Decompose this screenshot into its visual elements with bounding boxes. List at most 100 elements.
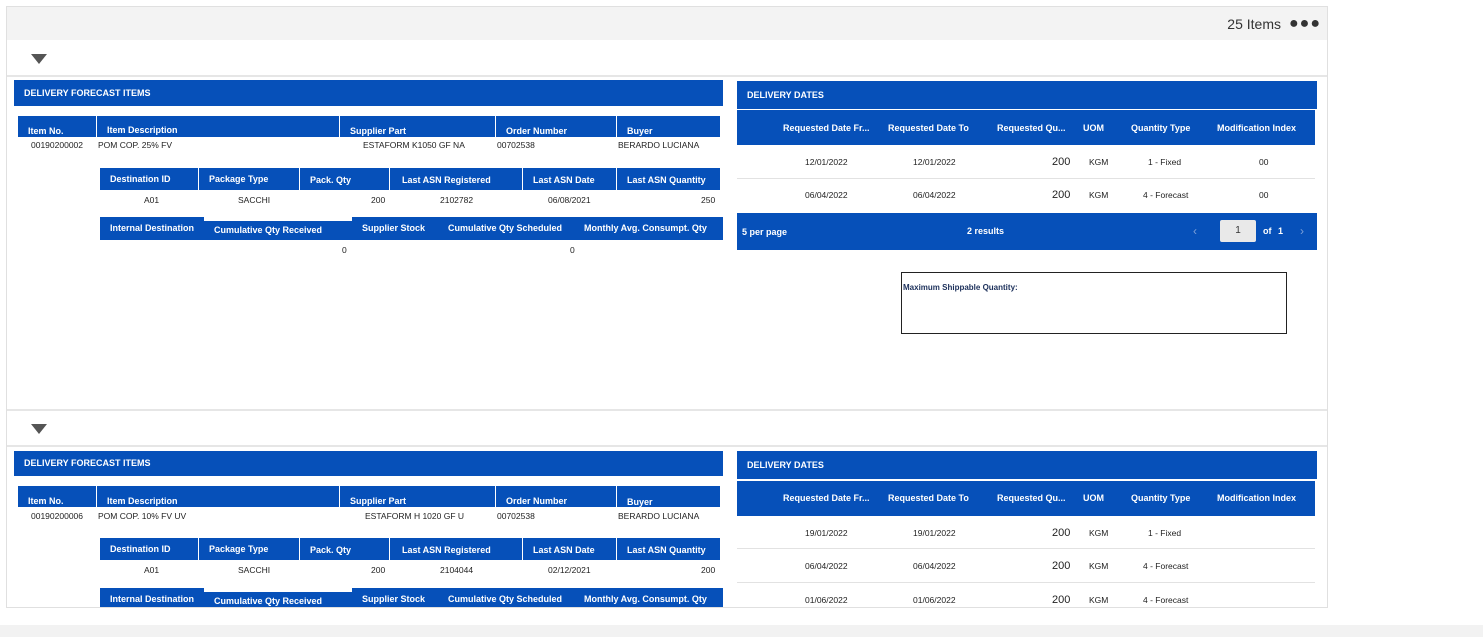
pack-qty-value: 200 — [371, 565, 386, 575]
item-description-value: POM COP. 25% FV — [98, 140, 173, 150]
package-type-value: SACCHI — [238, 195, 271, 205]
last-asn-quantity-value: 250 — [701, 195, 716, 205]
pagination-bar: 5 per page 2 results ‹ 1 of 1 › — [737, 213, 1317, 250]
col-modification-index[interactable]: Modification Index — [1217, 123, 1297, 133]
item-no-value: 00190200002 — [31, 140, 84, 150]
col-modification-index[interactable]: Modification Index — [1217, 493, 1297, 503]
col-requested-date-to[interactable]: Requested Date To — [888, 123, 969, 133]
col-cumulative-qty-received: Cumulative Qty Received — [204, 221, 352, 240]
date-to-cell: 06/04/2022 — [913, 561, 956, 571]
col-supplier-stock: Supplier Stock — [352, 588, 445, 607]
destination-id-value: A01 — [144, 565, 160, 575]
quantity-type-cell: 4 - Forecast — [1143, 561, 1189, 571]
col-monthly-avg-consumpt-qty: Monthly Avg. Consumpt. Qty — [577, 217, 723, 240]
qty-cell: 200 — [1052, 156, 1071, 168]
date-from-cell: 01/06/2022 — [805, 595, 848, 605]
col-order-number: Order Number — [496, 486, 616, 507]
col-item-description: Item Description — [97, 116, 339, 137]
col-internal-destination: Internal Destination — [100, 217, 204, 240]
buyer-value: BERARDO LUCIANA — [618, 511, 700, 521]
page-total: 1 — [1278, 226, 1284, 236]
col-buyer: Buyer — [617, 116, 720, 137]
modification-index-cell: 00 — [1259, 157, 1269, 167]
uom-cell: KGM — [1089, 595, 1109, 605]
col-package-type: Package Type — [199, 538, 299, 560]
col-last-asn-quantity: Last ASN Quantity — [617, 538, 720, 560]
item-no-value: 00190200006 — [31, 511, 84, 521]
bottom-scroll-area — [0, 625, 1483, 637]
quantity-type-cell: 1 - Fixed — [1148, 528, 1182, 538]
chevron-right-icon[interactable]: › — [1300, 224, 1304, 238]
divider — [7, 75, 1327, 77]
date-from-cell: 19/01/2022 — [805, 528, 848, 538]
page-of-label: of — [1263, 226, 1272, 236]
col-requested-date-from[interactable]: Requested Date Fr... — [783, 493, 870, 503]
last-asn-date-value: 06/08/2021 — [548, 195, 591, 205]
date-from-cell: 06/04/2022 — [805, 190, 848, 200]
col-order-number: Order Number — [496, 116, 616, 137]
cumulative-qty-scheduled-value: 0 — [570, 245, 575, 255]
forecast-title: DELIVERY FORECAST ITEMS — [14, 80, 723, 106]
col-quantity-type[interactable]: Quantity Type — [1131, 493, 1191, 503]
buyer-value: BERARDO LUCIANA — [618, 140, 700, 150]
order-number-value: 00702538 — [497, 511, 535, 521]
date-from-cell: 12/01/2022 — [805, 157, 848, 167]
col-internal-destination: Internal Destination — [100, 588, 204, 607]
col-supplier-part: Supplier Part — [340, 486, 495, 507]
qty-cell: 200 — [1052, 189, 1071, 201]
row-divider — [737, 582, 1315, 583]
col-uom[interactable]: UOM — [1083, 493, 1104, 503]
modification-index-cell: 00 — [1259, 190, 1269, 200]
last-asn-registered-value: 2104044 — [440, 565, 474, 575]
last-asn-quantity-value: 200 — [701, 565, 716, 575]
col-pack-qty: Pack. Qty — [300, 538, 389, 560]
date-from-cell: 06/04/2022 — [805, 561, 848, 571]
col-requested-date-to[interactable]: Requested Date To — [888, 493, 969, 503]
collapse-toggle-icon[interactable] — [31, 424, 47, 434]
col-cumulative-qty-received: Cumulative Qty Received — [204, 592, 352, 607]
results-count: 2 results — [967, 226, 1005, 236]
delivery-dates-title: DELIVERY DATES — [737, 81, 1317, 109]
max-shippable-box: Maximum Shippable Quantity: — [901, 272, 1287, 334]
col-item-no: Item No. — [18, 116, 96, 137]
uom-cell: KGM — [1089, 157, 1109, 167]
col-last-asn-date: Last ASN Date — [523, 538, 616, 560]
max-shippable-label: Maximum Shippable Quantity: — [903, 283, 1018, 292]
col-supplier-stock: Supplier Stock — [352, 217, 445, 240]
per-page-select[interactable]: 5 per page — [742, 227, 788, 237]
col-uom[interactable]: UOM — [1083, 123, 1104, 133]
page-number-input[interactable]: 1 — [1220, 220, 1256, 242]
items-count: 25 Items — [1227, 16, 1281, 32]
col-last-asn-quantity: Last ASN Quantity — [617, 168, 720, 190]
collapse-toggle-icon[interactable] — [31, 54, 47, 64]
qty-cell: 200 — [1052, 560, 1071, 572]
last-asn-registered-value: 2102782 — [440, 195, 474, 205]
qty-cell: 200 — [1052, 594, 1071, 606]
col-monthly-avg-consumpt-qty: Monthly Avg. Consumpt. Qty — [577, 588, 723, 607]
date-to-cell: 12/01/2022 — [913, 157, 956, 167]
col-quantity-type[interactable]: Quantity Type — [1131, 123, 1191, 133]
table-row[interactable]: 19/01/2022 19/01/2022 200 KGM 1 - Fixed — [737, 516, 1315, 549]
forecast-title: DELIVERY FORECAST ITEMS — [14, 451, 723, 476]
col-last-asn-registered: Last ASN Registered — [390, 168, 522, 190]
date-to-cell: 06/04/2022 — [913, 190, 956, 200]
divider — [7, 445, 1327, 447]
table-row[interactable]: 01/06/2022 01/06/2022 200 KGM 4 - Foreca… — [737, 583, 1315, 607]
col-buyer: Buyer — [617, 486, 720, 507]
divider — [7, 409, 1327, 411]
table-row[interactable]: 06/04/2022 06/04/2022 200 KGM 4 - Foreca… — [737, 179, 1315, 213]
col-requested-qty[interactable]: Requested Qu... — [997, 123, 1066, 133]
col-cumulative-qty-scheduled: Cumulative Qty Scheduled — [445, 217, 577, 240]
chevron-left-icon[interactable]: ‹ — [1193, 224, 1197, 238]
col-destination-id: Destination ID — [100, 168, 198, 190]
order-number-value: 00702538 — [497, 140, 535, 150]
col-requested-date-from[interactable]: Requested Date Fr... — [783, 123, 870, 133]
cumulative-qty-received-value: 0 — [342, 245, 347, 255]
col-requested-qty[interactable]: Requested Qu... — [997, 493, 1066, 503]
col-pack-qty: Pack. Qty — [300, 168, 389, 190]
table-row[interactable]: 06/04/2022 06/04/2022 200 KGM 4 - Foreca… — [737, 549, 1315, 583]
pack-qty-value: 200 — [371, 195, 386, 205]
table-row[interactable]: 12/01/2022 12/01/2022 200 KGM 1 - Fixed … — [737, 145, 1315, 179]
row-divider — [737, 178, 1315, 179]
more-horizontal-icon[interactable]: ●●● — [1289, 15, 1321, 32]
